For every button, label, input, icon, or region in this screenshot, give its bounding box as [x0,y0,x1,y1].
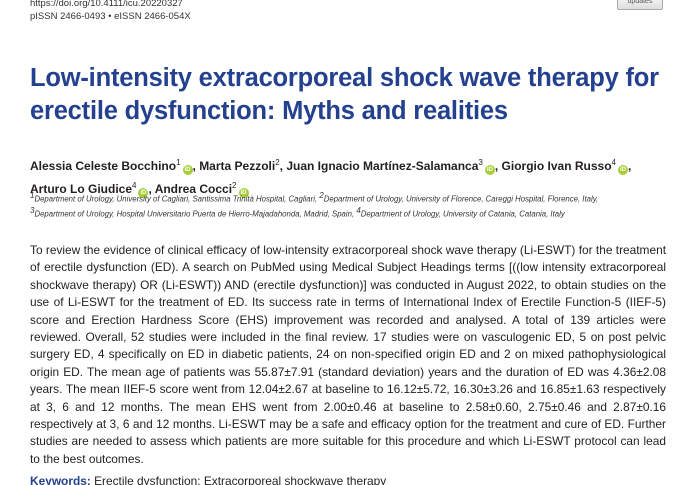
check-updates-button[interactable]: updates [617,0,663,10]
author-name: Alessia Celeste Bocchino [30,159,177,173]
author-superscript: 4 [132,181,137,190]
affiliation-superscript: 1 [30,191,35,200]
affiliation-text: Department of Urology, University of Flo… [323,194,599,204]
author-superscript: 1 [176,158,181,167]
issn: pISSN 2466-0493 • eISSN 2466-054X [30,11,191,22]
affiliation-superscript: 4 [356,205,361,215]
affiliation-text: Department of Urology, University of Cag… [34,194,320,204]
author-superscript: 2 [232,181,237,190]
author-superscript: 3 [478,158,483,167]
affiliation-line: 1Department of Urology, University of Ca… [30,190,680,205]
orcid-icon[interactable]: iD [182,165,193,175]
author-name: Marta Pezzoli [199,159,276,173]
orcid-icon[interactable]: iD [138,188,149,198]
author-name: Juan Ignacio Martínez-Salamanca [286,159,479,173]
author-name: Andrea Cocci [154,182,233,196]
orcid-icon[interactable]: iD [238,188,249,198]
keywords-text: Erectile dysfunction; Extracorporeal sho… [94,474,387,485]
keywords-label: Keywords: [30,474,91,485]
author-name: Arturo Lo Giudice [30,182,132,196]
doi: https://doi.org/10.4111/icu.20220327 [30,0,183,9]
orcid-icon[interactable]: iD [484,165,495,175]
abstract: To review the evidence of clinical effic… [30,243,666,466]
keywords: Keywords: Erectile dysfunction; Extracor… [30,474,386,485]
affiliation-superscript: 3 [30,205,35,215]
affiliation-superscript: 2 [319,191,324,200]
affiliation-text: Department of Urology, University of Cat… [360,209,565,219]
affiliation-text: Department of Urology, Hospital Universi… [34,209,357,219]
author-superscript: 2 [275,158,280,167]
affiliation-line: 3Department of Urology, Hospital Univers… [30,205,680,220]
author-name: Giorgio Ivan Russo [501,159,612,173]
orcid-icon[interactable]: iD [618,165,628,175]
author-list: Alessia Celeste Bocchino1iD, Marta Pezzo… [30,158,632,198]
article-title: Low-intensity extracorporeal shock wave … [30,64,659,125]
affiliations: 1Department of Urology, University of Ca… [30,190,680,219]
author-superscript: 4 [611,158,616,167]
